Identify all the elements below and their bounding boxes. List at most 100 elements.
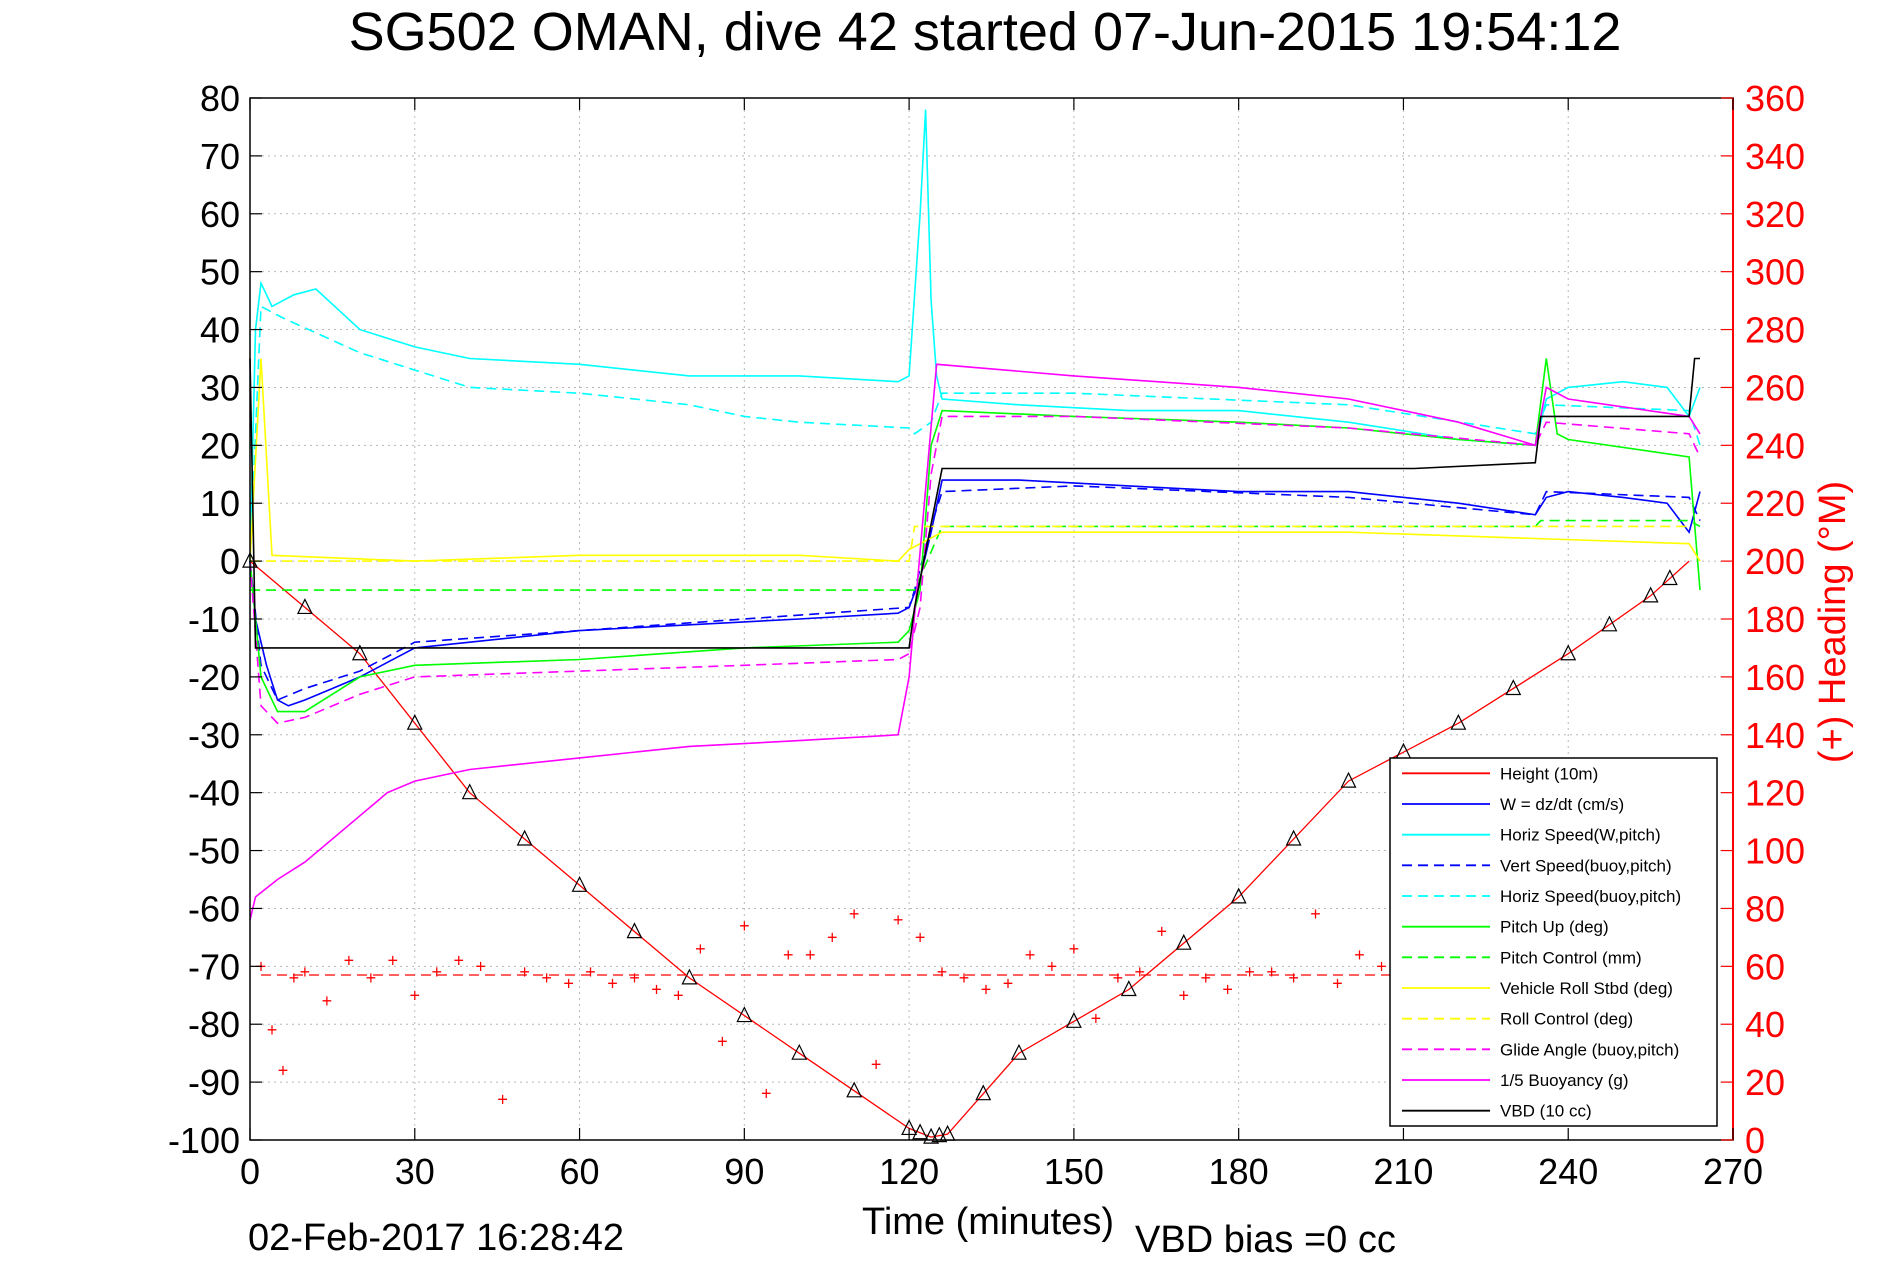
height-marker [1175, 933, 1192, 950]
legend-label-8: Roll Control (deg) [1500, 1010, 1633, 1029]
y2-tick-label: 0 [1745, 1120, 1765, 1161]
y-tick-label: 30 [200, 367, 240, 408]
series-line-8 [250, 525, 1690, 562]
axis-layer: 0 30 60 90 120 150 180 210 240 270 80 70 60 50 40 30 20 1… [168, 78, 1805, 1192]
y-tick-label: 50 [200, 252, 240, 293]
y-tick-label: 80 [200, 78, 240, 119]
x-tick-label: 210 [1373, 1151, 1433, 1192]
height-marker [1450, 713, 1467, 730]
height-marker [626, 922, 643, 939]
heading-point: + [739, 916, 750, 936]
heading-point: + [1069, 939, 1080, 959]
heading-point: + [497, 1089, 508, 1109]
height-marker [1340, 771, 1357, 788]
height-marker [975, 1084, 992, 1101]
height-marker [791, 1043, 808, 1060]
heading-point: + [267, 1020, 278, 1040]
chart-title: SG502 OMAN, dive 42 started 07-Jun-2015 … [349, 2, 1622, 62]
series-line-5 [249, 358, 1701, 713]
heading-point: + [1091, 1008, 1102, 1028]
height-marker [461, 783, 478, 800]
x-tick-label: 150 [1044, 1151, 1104, 1192]
heading-point: + [519, 962, 530, 982]
heading-point: + [1354, 945, 1365, 965]
legend-label-0: Height (10m) [1500, 764, 1598, 783]
legend-label-2: Horiz Speed(W,pitch) [1500, 826, 1661, 845]
series-line-2 [249, 109, 1701, 562]
heading-point: + [827, 927, 838, 947]
height-marker [1230, 887, 1247, 904]
heading-point: + [1003, 974, 1014, 994]
heading-point: + [959, 968, 970, 988]
heading-point: + [651, 979, 662, 999]
height-marker [1505, 679, 1522, 696]
heading-point: + [629, 968, 640, 988]
height-marker [516, 829, 533, 846]
series-layer: + + + + + + + + + + + + + + + + + + + + + + + + + + + + + + + + + + + + + + + +… [242, 109, 1701, 1144]
y-tick-label: -50 [188, 831, 240, 872]
y2-tick-label: 160 [1745, 657, 1805, 698]
heading-point: + [278, 1061, 289, 1081]
legend-label-9: Glide Angle (buoy,pitch) [1500, 1040, 1679, 1059]
series-line-0 [249, 560, 1690, 1138]
y-tick-label: -30 [188, 715, 240, 756]
height-marker [846, 1081, 863, 1098]
series-line-9 [249, 415, 1701, 725]
x-tick-label: 30 [395, 1151, 435, 1192]
heading-point: + [981, 979, 992, 999]
heading-point: + [1157, 922, 1168, 942]
height-marker [1560, 644, 1577, 661]
heading-point: + [1200, 968, 1211, 988]
legend-box [1389, 757, 1718, 1127]
legend-label-11: VBD (10 cc) [1500, 1102, 1592, 1121]
heading-point: + [1244, 962, 1255, 982]
height-marker [912, 1123, 929, 1140]
series-line-4 [249, 305, 1701, 562]
height-marker [1010, 1043, 1027, 1060]
heading-point: + [541, 968, 552, 988]
x-tick-label: 0 [240, 1151, 260, 1192]
legend-label-1: W = dz/dt (cm/s) [1500, 795, 1624, 814]
y2-tick-label: 120 [1745, 773, 1805, 814]
footer-vbd-bias: VBD bias =0 cc [1135, 1219, 1396, 1261]
y2-tick-label: 200 [1745, 541, 1805, 582]
y2-tick-label: 280 [1745, 310, 1805, 351]
y2-tick-label: 260 [1745, 367, 1805, 408]
series-line-11 [249, 357, 1700, 649]
legend-label-5: Pitch Up (deg) [1500, 918, 1609, 937]
heading-point: + [717, 1032, 728, 1052]
heading-point: + [1266, 962, 1277, 982]
heading-point: + [366, 968, 377, 988]
heading-point: + [1310, 904, 1321, 924]
heading-point: + [322, 991, 333, 1011]
height-marker [351, 644, 368, 661]
heading-point: + [1135, 962, 1146, 982]
x-tick-label: 90 [724, 1151, 764, 1192]
y-tick-label: -80 [188, 1004, 240, 1045]
x-tick-label: 180 [1209, 1151, 1269, 1192]
heading-point: + [1113, 968, 1124, 988]
heading-point: + [607, 974, 618, 994]
heading-point: + [783, 945, 794, 965]
y-tick-label: -40 [188, 773, 240, 814]
y2-tick-label: 60 [1745, 946, 1785, 987]
heading-point: + [1025, 945, 1036, 965]
heading-point: + [475, 956, 486, 976]
heading-point: + [673, 985, 684, 1005]
y2-tick-label: 360 [1745, 78, 1805, 119]
heading-point: + [585, 962, 596, 982]
x-tick-label: 240 [1538, 1151, 1598, 1192]
height-marker [1661, 569, 1678, 586]
heading-point: + [1288, 968, 1299, 988]
y-tick-label: -60 [188, 888, 240, 929]
height-marker [1601, 615, 1618, 632]
heading-point: + [431, 962, 442, 982]
y2-tick-label: 180 [1745, 599, 1805, 640]
legend: Height (10m) W = dz/dt (cm/s) Horiz Speed(… [1389, 757, 1718, 1127]
height-marker [736, 1006, 753, 1023]
height-marker [1120, 980, 1137, 997]
legend-label-7: Vehicle Roll Stbd (deg) [1500, 979, 1673, 998]
x-tick-label: 270 [1703, 1151, 1763, 1192]
heading-point: + [1178, 985, 1189, 1005]
